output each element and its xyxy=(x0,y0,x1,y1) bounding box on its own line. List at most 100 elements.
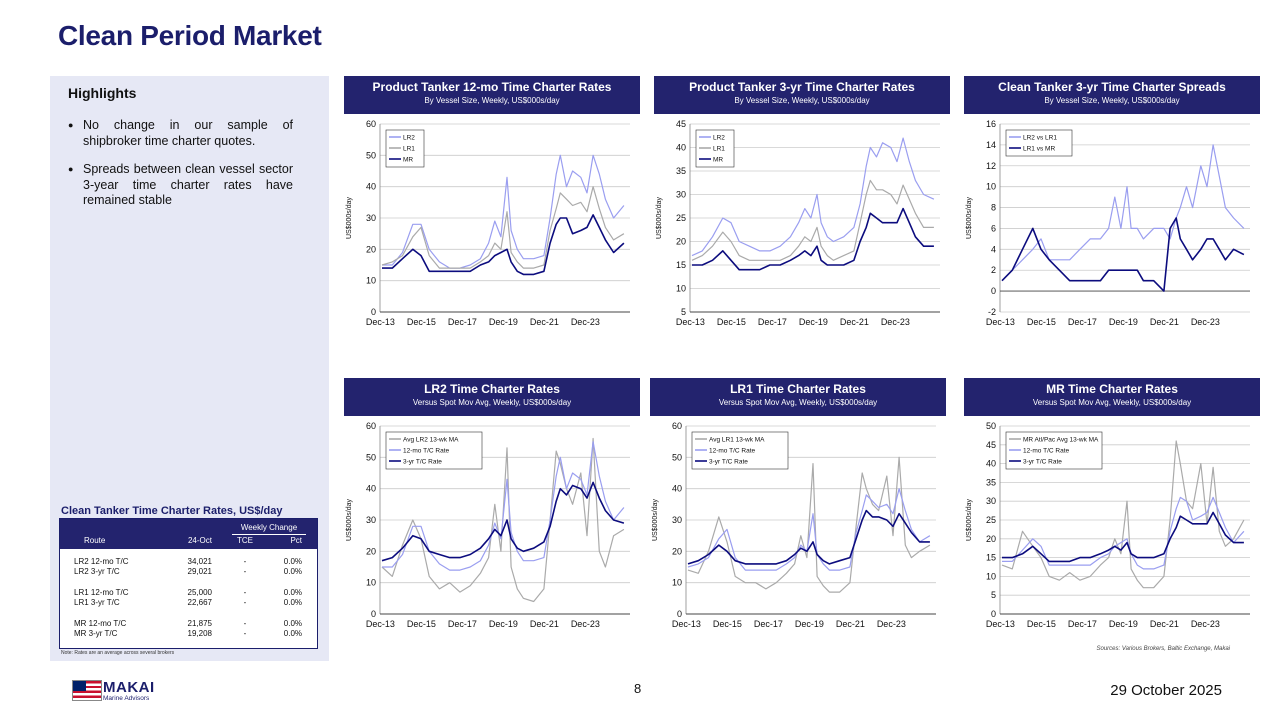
series-line-2 xyxy=(1002,511,1244,563)
y-tick-label: 25 xyxy=(676,213,686,223)
x-tick-label: Dec-13 xyxy=(676,317,705,327)
y-tick-label: 30 xyxy=(986,496,996,506)
table-row: LR1 3-yr T/C 22,667 - 0.0% xyxy=(60,598,317,608)
chart-subtitle: By Vessel Size, Weekly, US$000s/day xyxy=(424,96,560,105)
table-cell: - xyxy=(243,598,247,607)
legend-label: 3-yr T/C Rate xyxy=(403,459,442,466)
legend-label: 3-yr T/C Rate xyxy=(1023,459,1062,466)
table-cell: 25,000 xyxy=(187,588,212,597)
y-tick-label: 10 xyxy=(986,182,996,192)
chart-svg: 0 5 10 15 20 25 30 35 40 45 50 Dec-13 Dec-15 Dec-17 De… xyxy=(966,421,1250,629)
x-tick-label: Dec-21 xyxy=(840,317,869,327)
y-tick-label: 10 xyxy=(366,276,376,286)
y-tick-label: 40 xyxy=(986,459,996,469)
y-tick-label: 16 xyxy=(986,119,996,129)
y-axis-label: US$000s/day xyxy=(346,196,353,239)
y-tick-label: 20 xyxy=(366,244,376,254)
chart-title: LR2 Time Charter Rates xyxy=(424,382,560,396)
chart-svg: 0 10 20 30 40 50 60 Dec-13 Dec-15 Dec-17 Dec-19 Dec… xyxy=(652,421,936,629)
legend-label: MR xyxy=(713,157,723,164)
highlights-title: Highlights xyxy=(68,85,137,101)
col-header-route: Route xyxy=(84,536,106,545)
table-cell: 19,208 xyxy=(187,629,212,638)
chart-header-mr: MR Time Charter Rates Versus Spot Mov Av… xyxy=(964,378,1260,416)
legend-label: LR2 vs LR1 xyxy=(1023,135,1057,142)
y-tick-label: 10 xyxy=(366,578,376,588)
y-tick-label: 30 xyxy=(366,213,376,223)
x-tick-label: Dec-23 xyxy=(571,619,600,629)
flag-icon xyxy=(72,680,102,701)
x-tick-label: Dec-19 xyxy=(795,619,824,629)
legend-label: 3-yr T/C Rate xyxy=(709,459,748,466)
legend-label: 12-mo T/C Rate xyxy=(403,448,450,455)
series-line-1 xyxy=(687,488,931,571)
col-header-tce: TCE xyxy=(237,536,253,545)
table-row: LR1 12-mo T/C 25,000 - 0.0% xyxy=(60,588,317,598)
x-tick-label: Dec-13 xyxy=(672,619,701,629)
series-line-0 xyxy=(1001,144,1245,282)
chart-subtitle: Versus Spot Mov Avg, Weekly, US$000s/day xyxy=(718,398,878,407)
chart-title: LR1 Time Charter Rates xyxy=(730,382,866,396)
x-tick-label: Dec-17 xyxy=(448,317,477,327)
y-tick-label: 30 xyxy=(672,515,682,525)
y-tick-label: 40 xyxy=(676,143,686,153)
y-tick-label: 15 xyxy=(676,260,686,270)
table-cell: - xyxy=(243,629,247,638)
y-tick-label: 35 xyxy=(986,477,996,487)
x-tick-label: Dec-15 xyxy=(1027,619,1056,629)
rates-table-title: Clean Tanker Time Charter Rates, US$/day xyxy=(61,505,283,517)
highlight-bullet: No change in our sample of shipbroker ti… xyxy=(68,118,293,149)
y-tick-label: 10 xyxy=(986,571,996,581)
chart-svg: 0 10 20 30 40 50 60 Dec-13 Dec-15 Dec-17 Dec-19 Dec… xyxy=(346,421,630,629)
x-tick-label: Dec-15 xyxy=(407,317,436,327)
chart-header-3yr: Product Tanker 3-yr Time Charter Rates B… xyxy=(654,76,950,114)
col-header-pct: Pct xyxy=(290,536,302,545)
x-tick-label: Dec-21 xyxy=(1150,317,1179,327)
y-tick-label: 20 xyxy=(676,237,686,247)
highlights-panel: Highlights No change in our sample of sh… xyxy=(50,76,329,661)
y-axis-label: US$000s/day xyxy=(966,196,973,239)
series-line-2 xyxy=(382,214,625,276)
table-cell: 0.0% xyxy=(283,588,302,597)
y-tick-label: 5 xyxy=(681,307,686,317)
y-tick-label: 0 xyxy=(371,307,376,317)
chart-mr-rates: 0 5 10 15 20 25 30 35 40 45 50 Dec-13 Dec-15 Dec-17 De… xyxy=(964,420,1260,640)
chart-svg: 0 10 20 30 40 50 60 Dec-13 Dec-15 Dec-17 Dec-19 Dec… xyxy=(346,119,630,327)
y-tick-label: 8 xyxy=(991,203,996,213)
series-line-2 xyxy=(692,207,934,271)
chart-header-lr-mr-12mo: Product Tanker 12-mo Time Charter Rates … xyxy=(344,76,640,114)
table-row: LR2 12-mo T/C 34,021 - 0.0% xyxy=(60,557,317,567)
legend-label: LR1 xyxy=(713,146,725,153)
y-tick-label: 25 xyxy=(986,515,996,525)
table-cell: - xyxy=(243,557,247,566)
legend-label: Avg LR1 13-wk MA xyxy=(709,437,765,444)
x-tick-label: Dec-17 xyxy=(1068,317,1097,327)
x-tick-label: Dec-23 xyxy=(1191,317,1220,327)
y-tick-label: 50 xyxy=(986,421,996,431)
y-tick-label: 50 xyxy=(366,452,376,462)
series-line-0 xyxy=(382,154,625,269)
legend-label: LR2 xyxy=(713,135,725,142)
legend-label: MR Atl/Pac Avg 13-wk MA xyxy=(1023,437,1099,444)
y-tick-label: 0 xyxy=(371,609,376,619)
legend xyxy=(385,431,483,470)
y-tick-label: 40 xyxy=(366,182,376,192)
series-line-2 xyxy=(381,481,625,562)
legend-label: 12-mo T/C Rate xyxy=(709,448,756,455)
x-tick-label: Dec-15 xyxy=(717,317,746,327)
table-cell: 0.0% xyxy=(283,557,302,566)
report-date: 29 October 2025 xyxy=(1110,682,1222,699)
table-cell: LR1 12-mo T/C xyxy=(74,588,129,597)
table-cell: 34,021 xyxy=(187,557,212,566)
x-tick-label: Dec-17 xyxy=(1068,619,1097,629)
x-tick-label: Dec-23 xyxy=(1191,619,1220,629)
x-tick-label: Dec-17 xyxy=(758,317,787,327)
x-tick-label: Dec-23 xyxy=(881,317,910,327)
rates-table: Weekly Change Route 24-Oct TCE Pct LR2 1… xyxy=(59,518,318,649)
y-tick-label: 45 xyxy=(676,119,686,129)
y-tick-label: 10 xyxy=(676,284,686,294)
table-cell: MR 3-yr T/C xyxy=(74,629,118,638)
x-tick-label: Dec-15 xyxy=(407,619,436,629)
y-axis-label: US$000s/day xyxy=(966,498,973,541)
legend xyxy=(1005,431,1103,470)
